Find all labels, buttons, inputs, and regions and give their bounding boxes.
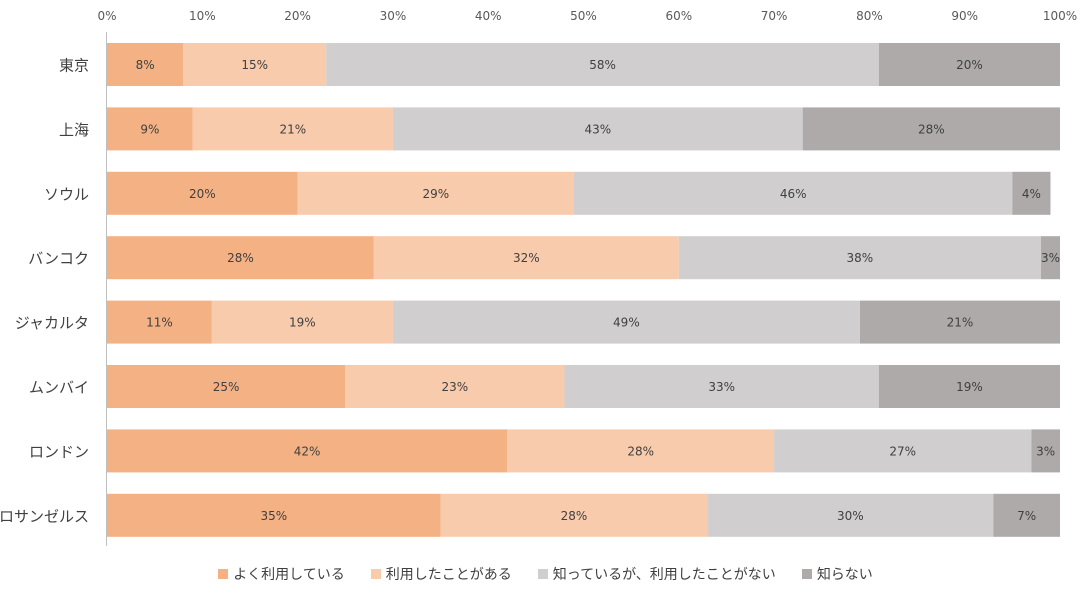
legend-label: 利用したことがある <box>385 567 512 583</box>
x-tick-label: 30% <box>380 9 407 23</box>
category-label: ムンバイ <box>29 379 89 397</box>
category-label: 上海 <box>59 121 89 139</box>
data-label: 42% <box>294 444 321 458</box>
x-tick-label: 0% <box>97 9 116 23</box>
legend-item: よく利用している <box>218 564 345 584</box>
legend-swatch <box>370 569 381 579</box>
data-label: 32% <box>513 251 540 265</box>
data-label: 58% <box>589 58 616 72</box>
bar-segment <box>107 493 441 537</box>
data-label: 25% <box>213 380 240 394</box>
bar-segment <box>993 493 1060 537</box>
data-label: 21% <box>947 316 974 330</box>
bar-segment <box>107 429 508 473</box>
bar-segment <box>107 171 298 215</box>
legend-label: よく利用している <box>233 567 345 583</box>
bar-segment <box>1012 171 1051 215</box>
data-label: 19% <box>289 316 316 330</box>
data-label: 19% <box>956 380 983 394</box>
data-label: 20% <box>956 58 983 72</box>
bar-segment <box>392 107 803 151</box>
category-label: 東京 <box>59 57 89 75</box>
data-label: 3% <box>1041 251 1060 265</box>
category-label: ジャカルタ <box>15 314 89 332</box>
chart-legend: よく利用している 利用したことがある 知っているが、利用したことがない 知らない <box>0 562 1091 586</box>
legend-swatch <box>801 569 812 579</box>
legend-swatch <box>537 569 548 579</box>
data-label: 20% <box>189 187 216 201</box>
category-label: バンコク <box>28 250 89 268</box>
legend-item: 利用したことがある <box>370 564 512 584</box>
data-label: 30% <box>837 509 864 523</box>
bar-segment <box>107 365 346 408</box>
bar-segment <box>802 107 1060 151</box>
bar-segment <box>573 171 1013 215</box>
bar-segment <box>373 236 679 280</box>
bar-segment <box>107 107 193 151</box>
bar-segment <box>1031 429 1060 473</box>
x-tick-label: 60% <box>665 9 692 23</box>
data-label: 11% <box>146 316 173 330</box>
data-label: 28% <box>227 251 254 265</box>
bar-segment <box>878 43 1060 86</box>
category-label: ロサンゼルス <box>0 507 89 525</box>
bar-segment <box>878 365 1060 408</box>
data-label: 29% <box>422 187 449 201</box>
data-label: 23% <box>442 380 469 394</box>
bar-segment <box>507 429 775 473</box>
bar-segment <box>297 171 574 215</box>
data-label: 21% <box>279 122 306 136</box>
data-label: 38% <box>847 251 874 265</box>
data-label: 7% <box>1017 509 1036 523</box>
bar-segment <box>107 43 184 86</box>
bar-segment <box>707 493 994 537</box>
bar-segment <box>183 43 327 86</box>
legend-item: 知っているが、利用したことがない <box>537 564 776 584</box>
legend-label: 知らない <box>816 567 873 583</box>
x-tick-label: 20% <box>284 9 311 23</box>
x-tick-label: 90% <box>951 9 978 23</box>
bar-segment <box>326 43 879 86</box>
data-label: 4% <box>1022 187 1041 201</box>
bar-segment <box>392 300 860 344</box>
x-tick-label: 50% <box>570 9 597 23</box>
legend-item: 知らない <box>801 564 873 584</box>
legend-label: 知っているが、利用したことがない <box>552 567 776 583</box>
data-label: 43% <box>584 122 611 136</box>
data-label: 9% <box>140 122 159 136</box>
bar-segment <box>859 300 1060 344</box>
bar-segment <box>192 107 393 151</box>
data-label: 35% <box>260 509 287 523</box>
x-tick-label: 100% <box>1043 9 1077 23</box>
data-label: 33% <box>708 380 735 394</box>
category-label: ロンドン <box>29 443 89 461</box>
bar-segment <box>440 493 708 537</box>
data-label: 49% <box>613 316 640 330</box>
x-tick-label: 10% <box>189 9 216 23</box>
data-label: 28% <box>918 122 945 136</box>
x-tick-label: 70% <box>761 9 788 23</box>
data-label: 46% <box>780 187 807 201</box>
x-tick-label: 40% <box>475 9 502 23</box>
bar-segment <box>345 365 565 408</box>
bar-segment <box>211 300 393 344</box>
category-label: ソウル <box>44 185 89 203</box>
bar-segment <box>107 300 212 344</box>
data-label: 28% <box>627 444 654 458</box>
legend-swatch <box>218 569 229 579</box>
data-label: 8% <box>136 58 155 72</box>
data-label: 28% <box>561 509 588 523</box>
bar-segment <box>678 236 1041 280</box>
data-label: 27% <box>889 444 916 458</box>
bar-segment <box>564 365 879 408</box>
x-tick-label: 80% <box>856 9 883 23</box>
data-label: 15% <box>241 58 268 72</box>
data-label: 3% <box>1036 444 1055 458</box>
bar-segment <box>1040 236 1060 280</box>
bar-segment <box>774 429 1032 473</box>
bar-segment <box>107 236 374 280</box>
